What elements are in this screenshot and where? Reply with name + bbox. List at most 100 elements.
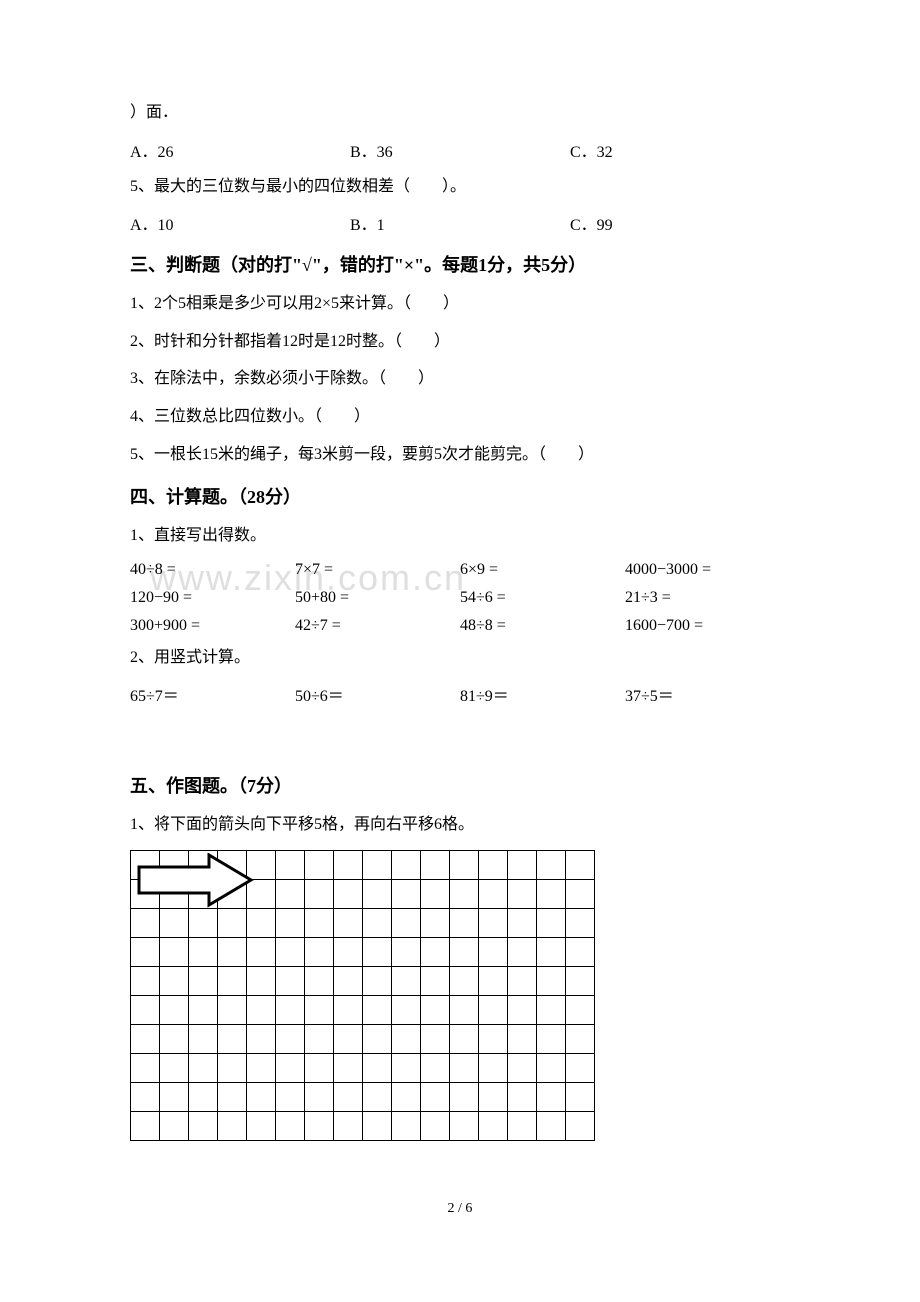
grid-cell [537, 1111, 566, 1140]
grid-cell [537, 879, 566, 908]
grid-cell [479, 1082, 508, 1111]
q5-option-a: A．10 [130, 211, 350, 235]
grid-cell [566, 1111, 595, 1140]
grid-cell [160, 966, 189, 995]
grid-cell [392, 1024, 421, 1053]
grid-cell [131, 966, 160, 995]
q4-option-a: A．26 [130, 138, 350, 162]
grid-cell [247, 1024, 276, 1053]
calc-cell: 54÷6 = [460, 589, 625, 607]
grid-cell [566, 1082, 595, 1111]
section5-q1: 1、将下面的箭头向下平移5格，再向右平移6格。 [130, 812, 790, 838]
grid-cell [247, 937, 276, 966]
section5-header: 五、作图题。（7分） [130, 772, 790, 798]
calc-cell: 48÷8 = [460, 617, 625, 635]
grid-cell [131, 937, 160, 966]
grid-cell [131, 850, 160, 879]
section4-header: 四、计算题。（28分） [130, 483, 790, 509]
grid-cell [421, 966, 450, 995]
grid-cell [334, 937, 363, 966]
grid-cell [421, 850, 450, 879]
grid-cell [421, 879, 450, 908]
grid-cell [276, 879, 305, 908]
grid-cell [218, 908, 247, 937]
grid-cell [189, 1024, 218, 1053]
grid-cell [218, 1053, 247, 1082]
grid-cell [305, 1111, 334, 1140]
grid-cell [450, 1082, 479, 1111]
grid-cell [305, 1082, 334, 1111]
grid-table [130, 850, 595, 1141]
calc-cell: 4000−3000 = [625, 561, 790, 579]
grid-cell [305, 879, 334, 908]
grid-cell [479, 937, 508, 966]
grid-cell [450, 995, 479, 1024]
section4-q1-label: 1、直接写出得数。 [130, 523, 790, 549]
section3-q3: 3、在除法中，余数必须小于除数。（ ） [130, 366, 790, 392]
grid-cell [247, 966, 276, 995]
calc-cell: 65÷7＝ [130, 682, 295, 706]
q4-option-c: C．32 [570, 138, 790, 162]
q4-options: A．26 B．36 C．32 [130, 138, 790, 162]
section4-q2-label: 2、用竖式计算。 [130, 645, 790, 671]
grid-cell [566, 879, 595, 908]
grid-cell [276, 850, 305, 879]
grid-cell [363, 1053, 392, 1082]
grid-cell [479, 995, 508, 1024]
grid-cell [566, 850, 595, 879]
grid-cell [218, 1111, 247, 1140]
calc-cell: 37÷5＝ [625, 682, 790, 706]
calc-q2-row: 65÷7＝ 50÷6＝ 81÷9＝ 37÷5＝ [130, 682, 790, 706]
grid-cell [305, 850, 334, 879]
calc-cell: 50÷6＝ [295, 682, 460, 706]
grid-cell [305, 1024, 334, 1053]
grid-cell [334, 1082, 363, 1111]
grid-cell [276, 1024, 305, 1053]
grid-cell [363, 1082, 392, 1111]
grid-cell [189, 937, 218, 966]
grid-cell [537, 995, 566, 1024]
grid-cell [537, 908, 566, 937]
grid-cell [363, 966, 392, 995]
grid-cell [160, 1024, 189, 1053]
grid-cell [479, 1111, 508, 1140]
grid-cell [247, 995, 276, 1024]
calc-cell: 81÷9＝ [460, 682, 625, 706]
q5-option-b: B．1 [350, 211, 570, 235]
grid-cell [334, 1024, 363, 1053]
grid-cell [189, 1082, 218, 1111]
grid-cell [450, 1053, 479, 1082]
grid-cell [392, 1053, 421, 1082]
section3-q5: 5、一根长15米的绳子，每3米剪一段，要剪5次才能剪完。（ ） [130, 442, 790, 468]
grid-cell [363, 1024, 392, 1053]
grid-cell [247, 1111, 276, 1140]
grid-cell [421, 908, 450, 937]
grid-cell [566, 995, 595, 1024]
grid-cell [566, 966, 595, 995]
grid-cell [131, 1024, 160, 1053]
calc-cell: 50+80 = [295, 589, 460, 607]
grid-cell [421, 1082, 450, 1111]
grid-cell [508, 1111, 537, 1140]
grid-cell [537, 1024, 566, 1053]
grid-cell [334, 1111, 363, 1140]
grid-cell [421, 995, 450, 1024]
grid-cell [218, 1024, 247, 1053]
page-number: 2 / 6 [130, 1201, 790, 1217]
grid-cell [450, 908, 479, 937]
grid-cell [421, 937, 450, 966]
grid-cell [276, 995, 305, 1024]
grid-cell [392, 937, 421, 966]
grid-cell [363, 908, 392, 937]
grid-cell [305, 1053, 334, 1082]
grid-cell [508, 995, 537, 1024]
grid-cell [160, 1111, 189, 1140]
calc-row-2: 120−90 = 50+80 = 54÷6 = 21÷3 = [130, 589, 790, 607]
grid-cell [160, 1053, 189, 1082]
grid-cell [160, 1082, 189, 1111]
grid-cell [276, 1053, 305, 1082]
grid-cell [566, 1024, 595, 1053]
grid-cell [450, 879, 479, 908]
section3-q1: 1、2个5相乘是多少可以用2×5来计算。（ ） [130, 291, 790, 317]
calc-cell: 7×7 = [295, 561, 460, 579]
